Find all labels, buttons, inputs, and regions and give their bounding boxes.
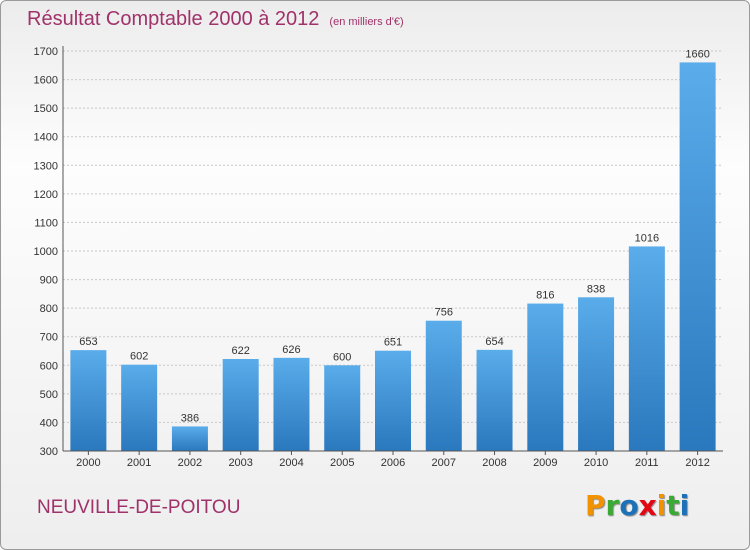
y-tick-label: 900 xyxy=(40,275,58,287)
x-tick-label: 2002 xyxy=(178,457,202,469)
commune-name: NEUVILLE-DE-POITOU xyxy=(37,497,241,518)
logo-letter: r xyxy=(605,489,620,522)
logo-letter: t xyxy=(666,489,680,522)
y-tick-label: 1000 xyxy=(34,246,58,258)
data-label: 653 xyxy=(79,336,97,348)
x-tick-label: 2001 xyxy=(127,457,151,469)
x-tick-label: 2003 xyxy=(228,457,252,469)
x-tick-label: 2012 xyxy=(685,457,709,469)
data-label: 386 xyxy=(181,412,199,424)
bar-2011 xyxy=(628,246,665,451)
x-tick-label: 2000 xyxy=(76,457,100,469)
title-text: Résultat Comptable 2000 à 2012 xyxy=(27,8,320,30)
x-tick-label: 2008 xyxy=(482,457,506,469)
bar-2005 xyxy=(324,365,361,451)
data-label: 1660 xyxy=(685,48,709,60)
data-label: 626 xyxy=(282,344,300,356)
data-label: 651 xyxy=(384,337,402,349)
y-tick-label: 1100 xyxy=(34,217,58,229)
bar-2001 xyxy=(121,364,158,451)
data-label: 838 xyxy=(587,283,605,295)
y-tick-label: 800 xyxy=(40,303,58,315)
x-tick-label: 2006 xyxy=(381,457,405,469)
chart-title: Résultat Comptable 2000 à 2012 (en millie… xyxy=(27,8,404,31)
x-tick-label: 2011 xyxy=(635,457,659,469)
y-tick-label: 700 xyxy=(40,332,58,344)
bar-2012 xyxy=(679,62,716,452)
bar-2002 xyxy=(171,426,208,451)
y-tick-label: 1700 xyxy=(34,46,58,58)
data-label: 602 xyxy=(130,351,148,363)
logo-letter: i xyxy=(656,489,667,522)
x-tick-label: 2004 xyxy=(279,457,303,469)
bar-2009 xyxy=(527,303,564,451)
proxiti-logo[interactable]: Proxiti xyxy=(585,489,689,522)
logo-letter: i xyxy=(679,489,690,522)
bar-2000 xyxy=(70,350,107,451)
logo-letter: o xyxy=(619,489,639,522)
y-tick-label: 1600 xyxy=(34,75,58,87)
y-tick-label: 1300 xyxy=(34,160,58,172)
logo-letter: x xyxy=(638,489,657,522)
y-tick-label: 1200 xyxy=(34,189,58,201)
bar-2003 xyxy=(222,359,259,451)
bar-2010 xyxy=(578,297,615,451)
x-tick-label: 2009 xyxy=(533,457,557,469)
logo-letter: P xyxy=(585,489,606,522)
bar-2008 xyxy=(476,349,513,451)
data-label: 654 xyxy=(485,336,503,348)
y-tick-label: 1500 xyxy=(34,103,58,115)
x-tick-label: 2007 xyxy=(432,457,456,469)
bar-2004 xyxy=(273,357,310,451)
data-label: 622 xyxy=(232,345,250,357)
y-tick-label: 1400 xyxy=(34,132,58,144)
x-tick-label: 2005 xyxy=(330,457,354,469)
y-tick-label: 300 xyxy=(40,446,58,458)
x-tick-label: 2010 xyxy=(584,457,608,469)
data-label: 816 xyxy=(536,290,554,302)
data-label: 1016 xyxy=(635,232,659,244)
bar-2007 xyxy=(425,320,462,451)
bar-2006 xyxy=(375,350,411,451)
data-label: 600 xyxy=(333,351,351,363)
y-tick-label: 500 xyxy=(40,389,58,401)
unit-label: (en milliers d'€) xyxy=(329,16,404,28)
y-tick-label: 600 xyxy=(40,360,58,372)
y-tick-label: 400 xyxy=(40,417,58,429)
data-label: 756 xyxy=(435,307,453,319)
